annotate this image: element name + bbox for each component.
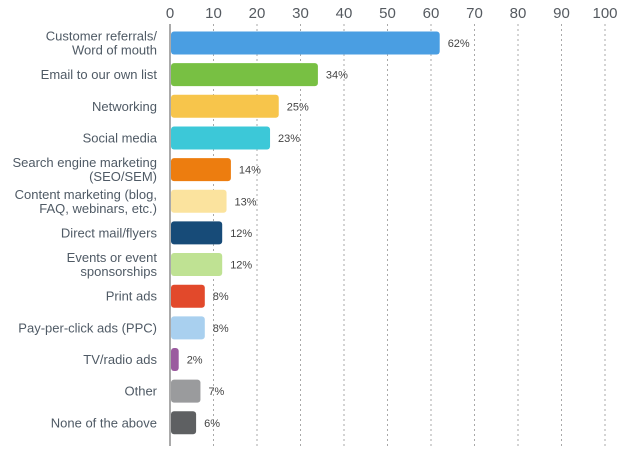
category-label: None of the above bbox=[51, 415, 157, 430]
data-label: 12% bbox=[230, 260, 252, 272]
bar bbox=[171, 284, 205, 308]
x-tick-label: 10 bbox=[205, 5, 222, 22]
category-label: Search engine marketing bbox=[12, 155, 157, 170]
data-label: 62% bbox=[448, 38, 470, 50]
category-label: (SEO/SEM) bbox=[89, 169, 157, 184]
bar bbox=[171, 189, 227, 213]
bar bbox=[171, 31, 440, 55]
bar bbox=[171, 94, 279, 118]
bar bbox=[171, 158, 231, 182]
bar bbox=[171, 379, 201, 403]
bar bbox=[171, 126, 271, 150]
bar bbox=[171, 253, 223, 277]
category-label: FAQ, webinars, etc.) bbox=[39, 201, 157, 216]
data-label: 12% bbox=[230, 228, 252, 240]
category-label: Networking bbox=[92, 99, 157, 114]
category-label: TV/radio ads bbox=[83, 352, 157, 367]
category-label: sponsorships bbox=[80, 264, 157, 279]
bar bbox=[171, 316, 205, 340]
x-tick-label: 40 bbox=[336, 5, 353, 22]
bar bbox=[171, 348, 179, 371]
x-tick-label: 30 bbox=[292, 5, 309, 22]
category-label: Word of mouth bbox=[72, 43, 157, 58]
x-tick-label: 60 bbox=[423, 5, 440, 22]
data-label: 8% bbox=[213, 323, 229, 335]
data-label: 2% bbox=[187, 355, 203, 367]
x-tick-label: 20 bbox=[249, 5, 266, 22]
category-label: Print ads bbox=[106, 289, 158, 304]
category-label: Other bbox=[124, 384, 157, 399]
x-tick-label: 0 bbox=[166, 5, 174, 22]
x-tick-label: 50 bbox=[379, 5, 396, 22]
category-label: Pay-per-click ads (PPC) bbox=[18, 320, 157, 335]
category-label: Content marketing (blog, bbox=[15, 187, 157, 202]
data-label: 7% bbox=[208, 386, 224, 398]
bar bbox=[171, 411, 197, 435]
category-label: Direct mail/flyers bbox=[61, 225, 158, 240]
bar bbox=[171, 221, 223, 245]
x-tick-label: 70 bbox=[466, 5, 483, 22]
data-label: 23% bbox=[278, 133, 300, 145]
x-tick-label: 80 bbox=[510, 5, 527, 22]
category-label: Email to our own list bbox=[41, 67, 158, 82]
category-label: Events or event bbox=[67, 250, 158, 265]
category-label: Customer referrals/ bbox=[46, 29, 158, 44]
data-label: 25% bbox=[287, 101, 309, 113]
data-label: 6% bbox=[204, 418, 220, 430]
x-tick-label: 90 bbox=[553, 5, 570, 22]
x-tick-label: 100 bbox=[592, 5, 617, 22]
data-label: 13% bbox=[235, 196, 257, 208]
data-label: 34% bbox=[326, 70, 348, 82]
category-label: Social media bbox=[83, 130, 158, 145]
data-label: 14% bbox=[239, 165, 261, 177]
data-label: 8% bbox=[213, 291, 229, 303]
bar bbox=[171, 63, 318, 87]
